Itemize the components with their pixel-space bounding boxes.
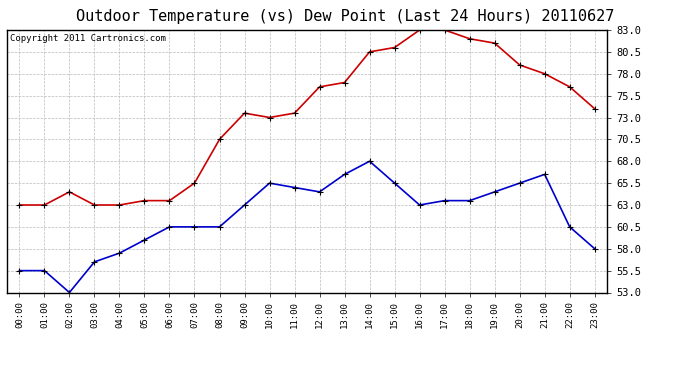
Text: Copyright 2011 Cartronics.com: Copyright 2011 Cartronics.com	[10, 34, 166, 43]
Text: Outdoor Temperature (vs) Dew Point (Last 24 Hours) 20110627: Outdoor Temperature (vs) Dew Point (Last…	[76, 9, 614, 24]
